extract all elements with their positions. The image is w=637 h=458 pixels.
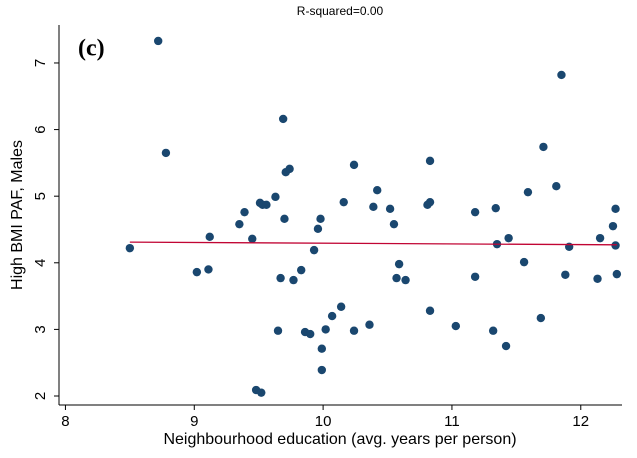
point [552, 181, 561, 191]
point [240, 207, 249, 217]
point [385, 204, 395, 214]
x-tick-label: 9 [190, 413, 198, 430]
point [192, 267, 202, 277]
y-tick-label: 7 [32, 59, 49, 67]
y-tick-label: 2 [32, 392, 49, 400]
point [595, 233, 605, 243]
point [519, 257, 529, 267]
point [539, 142, 548, 152]
point [317, 365, 327, 375]
y-tick-label: 3 [32, 325, 49, 333]
point [394, 259, 404, 269]
point [536, 313, 546, 323]
point [262, 200, 271, 210]
point [306, 329, 315, 339]
point [470, 207, 480, 217]
point [297, 265, 306, 275]
point [504, 233, 513, 243]
point [491, 203, 500, 213]
point [285, 164, 294, 174]
point [425, 306, 435, 315]
point [392, 273, 401, 283]
point [451, 321, 461, 331]
point [373, 185, 382, 195]
point [401, 275, 410, 285]
point [289, 275, 298, 285]
x-tick-label: 10 [315, 413, 332, 430]
x-tick-label: 11 [444, 413, 460, 430]
point [309, 245, 319, 255]
point [336, 302, 346, 311]
point [235, 219, 244, 229]
point [204, 265, 213, 274]
point [154, 36, 163, 46]
point [278, 114, 288, 124]
point [425, 197, 435, 207]
point [317, 344, 327, 353]
point [501, 341, 511, 351]
point [125, 243, 135, 253]
x-tick-label: 8 [61, 413, 69, 430]
point [248, 234, 257, 244]
point [470, 272, 480, 281]
point [276, 273, 285, 283]
y-tick-label: 5 [32, 192, 49, 200]
point [389, 219, 399, 229]
point [161, 148, 171, 158]
point [523, 187, 533, 197]
point [316, 214, 325, 224]
chart-title: R-squared=0.00 [297, 4, 384, 18]
y-tick-label: 6 [32, 125, 49, 133]
point [313, 224, 323, 234]
point [425, 156, 435, 166]
point [205, 232, 214, 242]
panel-label: (c) [78, 36, 105, 62]
point [321, 325, 330, 334]
point [564, 242, 574, 252]
x-tick-label: 12 [572, 413, 589, 430]
fit-line [129, 241, 617, 246]
y-tick-label: 4 [32, 259, 49, 267]
x-axis-title: Neighbourhood education (avg. years per … [163, 431, 516, 448]
point [612, 269, 622, 279]
point [611, 204, 620, 214]
point [557, 70, 566, 80]
point [349, 326, 359, 335]
point [369, 202, 378, 212]
point [561, 270, 570, 279]
point [365, 320, 374, 329]
point [339, 197, 348, 207]
point [273, 326, 283, 335]
point [488, 326, 498, 335]
point [349, 160, 359, 170]
point [280, 214, 289, 224]
y-axis-title: High BMI PAF, Males [9, 140, 26, 290]
point [271, 192, 280, 202]
point [593, 274, 602, 283]
point [327, 311, 337, 321]
point [257, 388, 266, 397]
point [608, 221, 618, 231]
point [611, 241, 620, 250]
